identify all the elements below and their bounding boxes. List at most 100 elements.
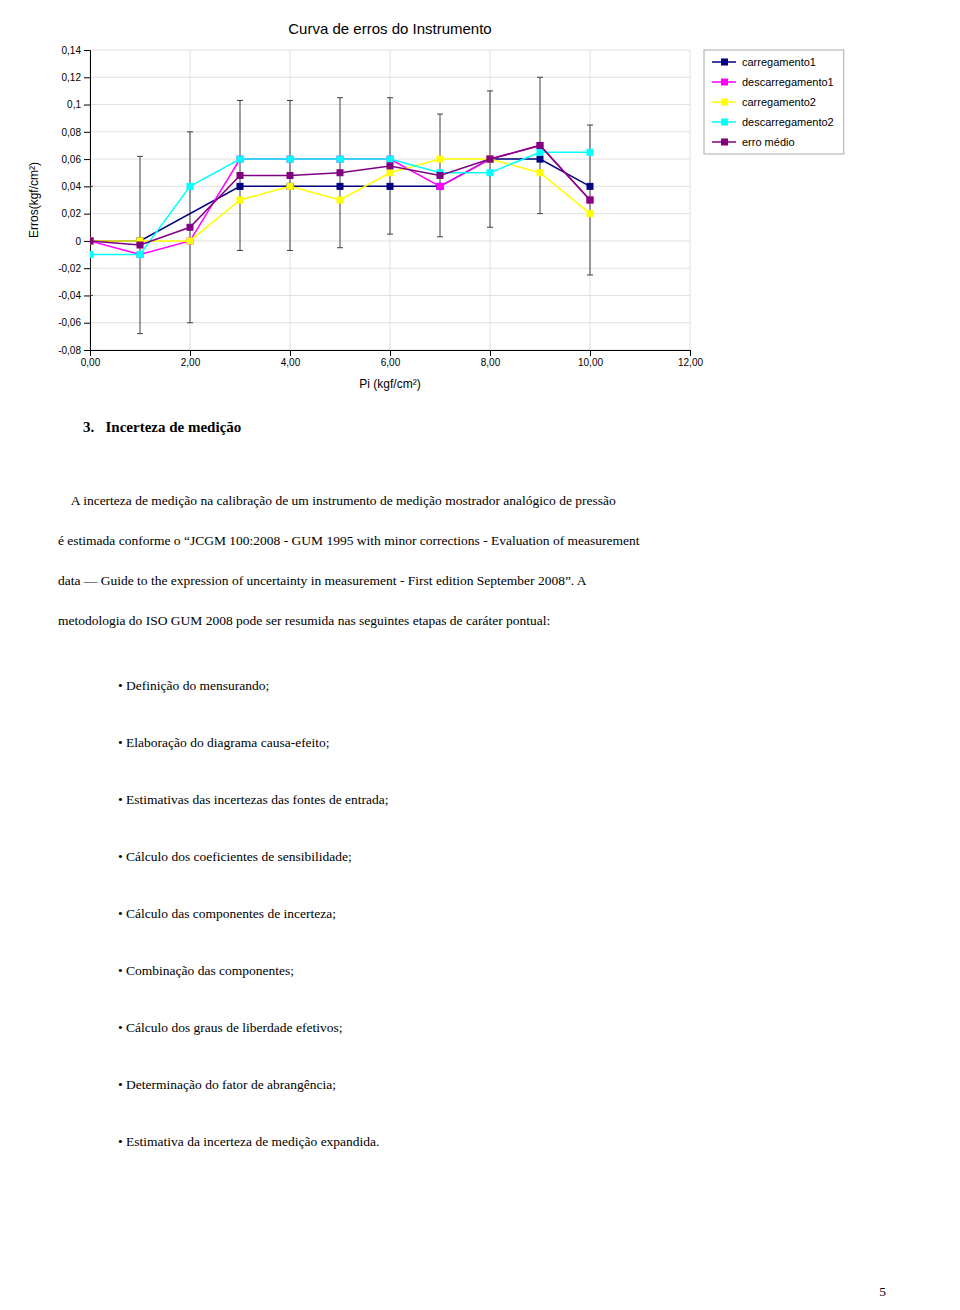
- tick: -0,02: [58, 263, 90, 274]
- paragraph-line: A incerteza de medição na calibração de …: [58, 493, 616, 508]
- legend-swatch: [721, 119, 728, 126]
- error-bar: [187, 132, 193, 323]
- series-line: [90, 145, 590, 245]
- marker: [387, 183, 393, 189]
- marker: [387, 156, 393, 162]
- page: 0,002,004,006,008,0010,0012,00-0,08-0,06…: [0, 0, 960, 1310]
- tick-mark: [84, 105, 90, 106]
- tick-mark: [84, 295, 90, 296]
- marker: [487, 170, 493, 176]
- series-line: [90, 159, 590, 241]
- legend-item: carregamento2: [712, 96, 816, 108]
- marker: [137, 252, 143, 258]
- marker: [137, 242, 143, 248]
- marker: [287, 183, 293, 189]
- series-line: [90, 145, 590, 254]
- tick-mark: [84, 350, 90, 351]
- tick-label: 12,00: [678, 357, 703, 368]
- tick-mark: [84, 159, 90, 160]
- tick-label: 0,12: [62, 72, 82, 83]
- marker: [587, 211, 593, 217]
- tick-label: -0,04: [58, 290, 81, 301]
- legend-item: carregamento1: [712, 56, 816, 68]
- tick-mark: [84, 214, 90, 215]
- tick-label: 0: [75, 236, 81, 247]
- tick: 0,1: [67, 99, 90, 110]
- bullet-item: • Estimativas das incertezas das fontes …: [118, 792, 389, 807]
- tick: 2,00: [181, 350, 201, 368]
- error-bar: [337, 98, 343, 248]
- marker: [337, 156, 343, 162]
- tick-label: 0,02: [62, 208, 82, 219]
- error-bar: [537, 77, 543, 213]
- marker: [90, 238, 93, 244]
- tick-mark: [190, 350, 191, 356]
- legend-item: erro médio: [712, 136, 795, 148]
- marker: [287, 156, 293, 162]
- series-line: [90, 152, 590, 254]
- marker: [237, 183, 243, 189]
- legend-label: carregamento1: [742, 56, 816, 68]
- tick-mark: [84, 132, 90, 133]
- tick-label: 2,00: [181, 357, 201, 368]
- paragraph-line: metodologia do ISO GUM 2008 pode ser res…: [58, 613, 550, 628]
- bullet-item: • Combinação das componentes;: [118, 963, 294, 978]
- tick-label: -0,02: [58, 263, 81, 274]
- marker: [90, 238, 93, 244]
- marker: [287, 156, 293, 162]
- marker: [337, 183, 343, 189]
- marker: [90, 238, 93, 244]
- x-axis: 0,002,004,006,008,0010,0012,00: [81, 350, 704, 368]
- marker: [237, 197, 243, 203]
- marker: [337, 170, 343, 176]
- legend-label: descarregamento2: [742, 116, 834, 128]
- marker: [187, 238, 193, 244]
- bullet-item: • Cálculo dos coeficientes de sensibilid…: [118, 849, 352, 864]
- tick: 12,00: [678, 350, 703, 368]
- error-bar: [137, 156, 143, 333]
- tick-mark: [84, 323, 90, 324]
- axis-line: [84, 51, 91, 351]
- marker: [487, 156, 493, 162]
- tick-label: -0,06: [58, 317, 81, 328]
- tick-mark: [84, 186, 90, 187]
- marker: [587, 197, 593, 203]
- tick: 0,06: [62, 154, 90, 165]
- marker: [487, 156, 493, 162]
- marker: [337, 156, 343, 162]
- bullet-item: • Cálculo das componentes de incerteza;: [118, 906, 336, 921]
- tick-label: 8,00: [481, 357, 501, 368]
- error-bars: [90, 77, 593, 333]
- tick-label: 4,00: [281, 357, 301, 368]
- tick-label: -0,08: [58, 345, 81, 356]
- marker: [537, 142, 543, 148]
- tick-label: 10,00: [578, 357, 603, 368]
- marker: [587, 183, 593, 189]
- tick-mark: [590, 350, 591, 356]
- marker: [537, 149, 543, 155]
- tick-mark: [690, 350, 691, 356]
- tick-label: 0,04: [62, 181, 82, 192]
- legend-item: descarregamento1: [712, 76, 834, 88]
- marker: [487, 156, 493, 162]
- marker: [487, 156, 493, 162]
- error-bar: [90, 186, 93, 295]
- marker: [387, 163, 393, 169]
- chart-title: Curva de erros do Instrumento: [288, 20, 491, 37]
- tick: 6,00: [381, 350, 401, 368]
- marker: [237, 172, 243, 178]
- grid-line-x: [690, 50, 691, 350]
- tick-label: 0,14: [62, 45, 82, 56]
- error-bar: [437, 114, 443, 237]
- tick-mark: [390, 350, 391, 356]
- series: [90, 142, 593, 248]
- y-axis-title: Erros(kgf/cm²): [27, 162, 41, 238]
- axis-line: [91, 351, 691, 357]
- tick-mark: [290, 350, 291, 356]
- marker: [287, 172, 293, 178]
- series: [90, 142, 593, 257]
- tick-mark: [84, 241, 90, 242]
- legend-frame: [704, 50, 844, 154]
- bullet-item: • Determinação do fator de abrangência;: [118, 1077, 336, 1092]
- tick: 0: [75, 236, 90, 247]
